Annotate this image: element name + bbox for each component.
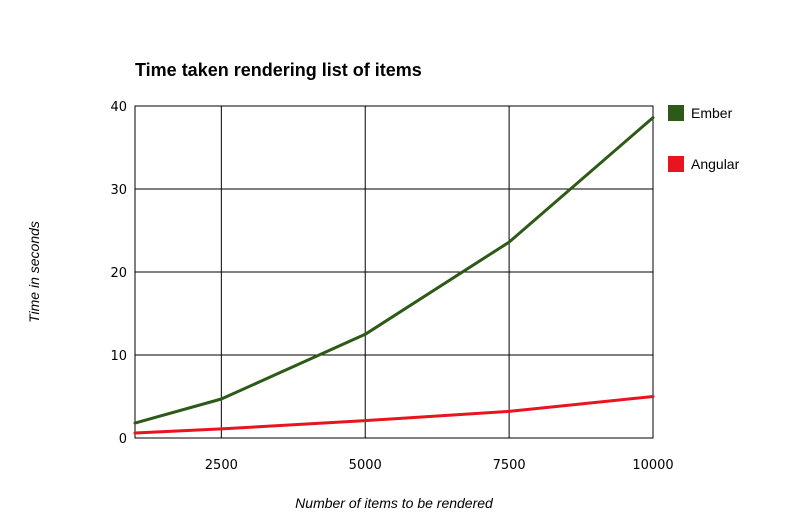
x-tick-label: 5000 (349, 458, 382, 473)
y-tick-label: 20 (110, 266, 127, 281)
legend-swatch-angular (668, 156, 684, 172)
legend-swatch-ember (668, 105, 684, 121)
x-tick-label: 7500 (493, 458, 526, 473)
legend-label-angular: Angular (691, 156, 740, 172)
x-axis-label: Number of items to be rendered (295, 495, 493, 511)
legend-label-ember: Ember (691, 105, 733, 121)
legend-item-ember: Ember (668, 103, 739, 123)
y-tick-label: 30 (110, 183, 127, 198)
series-line-ember (133, 116, 655, 425)
y-tick-label: 0 (119, 432, 127, 447)
x-tick-label: 10000 (632, 458, 673, 473)
y-tick-label: 40 (110, 100, 127, 115)
legend-item-angular: Angular (668, 154, 739, 174)
y-tick-label: 10 (110, 349, 127, 364)
legend: Ember Angular (668, 103, 739, 205)
series-line-angular (133, 395, 655, 435)
x-tick-label: 2500 (205, 458, 238, 473)
y-axis-label: Time in seconds (26, 221, 42, 323)
chart-title: Time taken rendering list of items (135, 60, 422, 80)
